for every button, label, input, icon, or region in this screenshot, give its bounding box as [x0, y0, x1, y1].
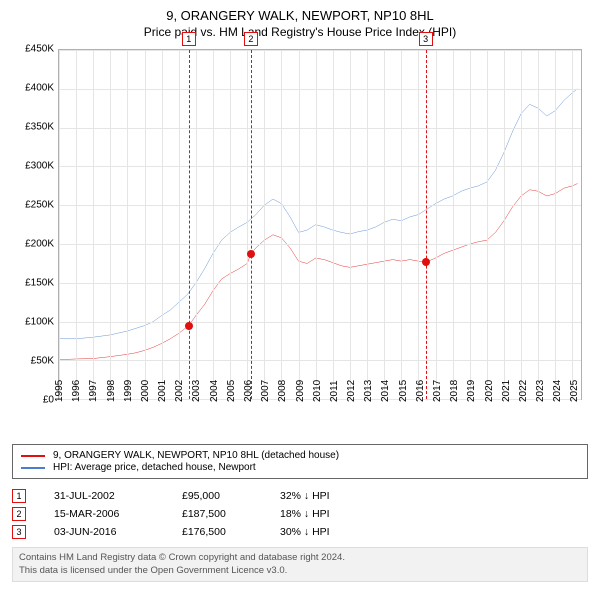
gridline-vertical [418, 50, 419, 399]
y-tick-label: £0 [43, 395, 54, 406]
sales-row-price: £187,500 [182, 508, 252, 520]
sales-row-date: 15-MAR-2006 [54, 508, 154, 520]
footer: Contains HM Land Registry data © Crown c… [12, 547, 588, 582]
plot-area: 123 [58, 49, 582, 400]
footer-line-2: This data is licensed under the Open Gov… [19, 565, 581, 577]
gridline-vertical [555, 50, 556, 399]
gridline-vertical [281, 50, 282, 399]
legend-row: HPI: Average price, detached house, Newp… [21, 462, 579, 473]
sales-row: 1 31-JUL-2002 £95,000 32% ↓ HPI [12, 489, 588, 503]
title-block: 9, ORANGERY WALK, NEWPORT, NP10 8HL Pric… [12, 8, 588, 39]
gridline-horizontal [59, 89, 581, 90]
gridline-vertical [93, 50, 94, 399]
series-hpi [59, 89, 578, 339]
gridline-vertical [316, 50, 317, 399]
sale-marker-box: 1 [182, 32, 196, 46]
sale-marker-box: 2 [244, 32, 258, 46]
gridline-vertical [162, 50, 163, 399]
sales-row-delta: 30% ↓ HPI [280, 526, 330, 538]
sale-marker-line [189, 50, 190, 399]
gridline-horizontal [59, 322, 581, 323]
gridline-vertical [230, 50, 231, 399]
gridline-vertical [367, 50, 368, 399]
gridline-vertical [384, 50, 385, 399]
gridline-vertical [264, 50, 265, 399]
sales-row-price: £176,500 [182, 526, 252, 538]
sales-table: 1 31-JUL-2002 £95,000 32% ↓ HPI 2 15-MAR-2006… [12, 485, 588, 543]
sale-marker-line [426, 50, 427, 399]
y-tick-label: £450K [25, 44, 54, 55]
sales-row-index: 3 [12, 525, 26, 539]
sales-row: 3 03-JUN-2016 £176,500 30% ↓ HPI [12, 525, 588, 539]
gridline-horizontal [59, 50, 581, 51]
sales-row: 2 15-MAR-2006 £187,500 18% ↓ HPI [12, 507, 588, 521]
sale-marker-line [251, 50, 252, 399]
gridline-horizontal [59, 128, 581, 129]
gridline-horizontal [59, 244, 581, 245]
sales-row-date: 03-JUN-2016 [54, 526, 154, 538]
gridline-vertical [470, 50, 471, 399]
gridline-vertical [521, 50, 522, 399]
gridline-vertical [213, 50, 214, 399]
sales-row-date: 31-JUL-2002 [54, 490, 154, 502]
y-tick-label: £100K [25, 317, 54, 328]
gridline-horizontal [59, 360, 581, 361]
sales-row-index: 1 [12, 489, 26, 503]
sale-marker-dot [422, 258, 430, 266]
gridline-vertical [110, 50, 111, 399]
legend-swatch [21, 455, 45, 457]
title-sub: Price paid vs. HM Land Registry's House … [12, 25, 588, 39]
footer-line-1: Contains HM Land Registry data © Crown c… [19, 552, 581, 564]
legend-label: HPI: Average price, detached house, Newp… [53, 462, 256, 473]
gridline-vertical [538, 50, 539, 399]
legend: 9, ORANGERY WALK, NEWPORT, NP10 8HL (det… [12, 444, 588, 479]
gridline-vertical [436, 50, 437, 399]
sales-row-delta: 18% ↓ HPI [280, 508, 330, 520]
gridline-vertical [487, 50, 488, 399]
gridline-vertical [179, 50, 180, 399]
series-property [59, 184, 578, 360]
sales-row-price: £95,000 [182, 490, 252, 502]
y-tick-label: £400K [25, 83, 54, 94]
gridline-horizontal [59, 166, 581, 167]
x-tick-label: 2025 [569, 380, 600, 402]
chart-container: 9, ORANGERY WALK, NEWPORT, NP10 8HL Pric… [0, 0, 600, 590]
gridline-vertical [76, 50, 77, 399]
gridline-vertical [453, 50, 454, 399]
gridline-vertical [196, 50, 197, 399]
gridline-vertical [299, 50, 300, 399]
sales-row-index: 2 [12, 507, 26, 521]
y-tick-label: £50K [31, 356, 54, 367]
y-tick-label: £250K [25, 200, 54, 211]
gridline-vertical [247, 50, 248, 399]
x-axis-labels: 1995199619971998199920002001200220032004… [58, 402, 582, 436]
gridline-vertical [127, 50, 128, 399]
sale-marker-box: 3 [419, 32, 433, 46]
gridline-vertical [333, 50, 334, 399]
chart-area: £0 £50K £100K £150K £200K £250K £300K £350K £400… [12, 45, 588, 436]
y-tick-label: £350K [25, 122, 54, 133]
gridline-horizontal [59, 205, 581, 206]
y-axis-labels: £0£50K£100K£150K£200K£250K£300K£350K£400… [12, 49, 56, 400]
legend-label: 9, ORANGERY WALK, NEWPORT, NP10 8HL (det… [53, 450, 339, 461]
sale-marker-dot [247, 250, 255, 258]
gridline-vertical [350, 50, 351, 399]
sale-marker-dot [185, 322, 193, 330]
gridline-vertical [572, 50, 573, 399]
y-tick-label: £150K [25, 278, 54, 289]
y-tick-label: £200K [25, 239, 54, 250]
line-series-svg [59, 50, 581, 399]
legend-swatch [21, 467, 45, 469]
sales-row-delta: 32% ↓ HPI [280, 490, 330, 502]
title-main: 9, ORANGERY WALK, NEWPORT, NP10 8HL [12, 8, 588, 23]
gridline-horizontal [59, 283, 581, 284]
legend-row: 9, ORANGERY WALK, NEWPORT, NP10 8HL (det… [21, 450, 579, 461]
gridline-vertical [504, 50, 505, 399]
gridline-vertical [145, 50, 146, 399]
gridline-vertical [59, 50, 60, 399]
y-tick-label: £300K [25, 161, 54, 172]
gridline-vertical [401, 50, 402, 399]
